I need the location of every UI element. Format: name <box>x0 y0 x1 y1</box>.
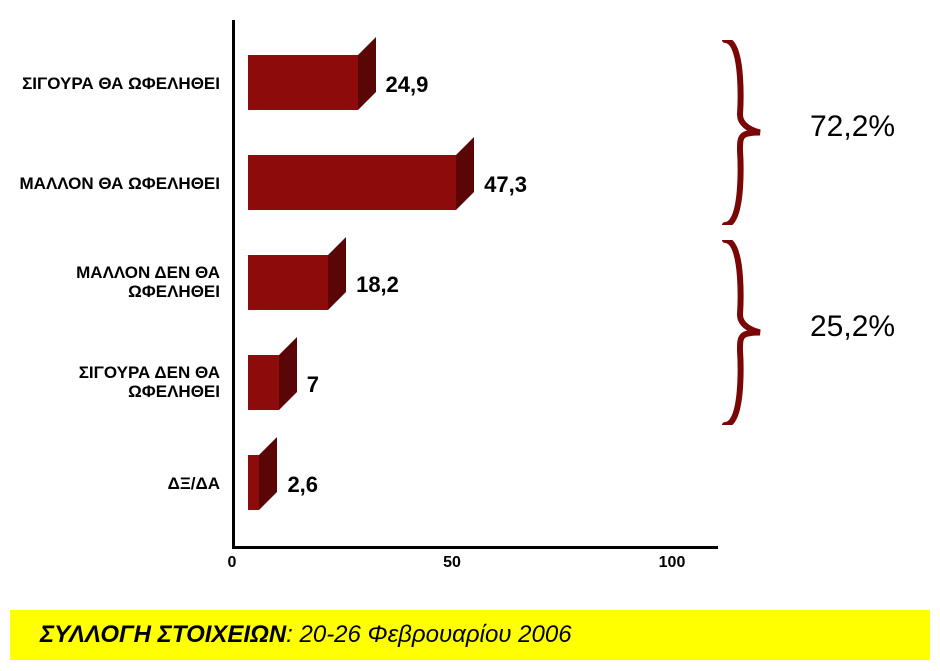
bar-front-face <box>248 55 358 110</box>
bar-front-face <box>248 455 259 510</box>
x-tick-label: 0 <box>212 554 252 572</box>
category-label: ΣΙΓΟΥΡΑ ΔΕΝ ΘΑΩΦΕΛΗΘΕΙ <box>10 363 220 402</box>
footer-banner: ΣΥΛΛΟΓΗ ΣΤΟΙΧΕΙΩΝ: 20-26 Φεβρουαρίου 200… <box>10 610 930 660</box>
x-tick-label: 100 <box>652 554 692 572</box>
x-axis <box>232 546 718 549</box>
bar-side-face <box>456 137 474 210</box>
bar-side-face <box>358 37 376 110</box>
bar-value-label: 2,6 <box>287 472 318 498</box>
chart-stage: ΣΙΓΟΥΡΑ ΘΑ ΩΦΕΛΗΘΕΙ 24,9 ΜΑΛΛΟΝ ΘΑ ΩΦΕΛΗΘΕ… <box>0 0 940 671</box>
footer-text: ΣΥΛΛΟΓΗ ΣΤΟΙΧΕΙΩΝ: 20-26 Φεβρουαρίου 200… <box>40 621 572 649</box>
category-label: ΔΞ/ΔΑ <box>10 474 220 494</box>
footer-rest: : 20-26 Φεβρουαρίου 2006 <box>286 621 571 648</box>
category-label-line1: ΣΙΓΟΥΡΑ ΔΕΝ ΘΑ <box>79 363 220 382</box>
bar-value-label: 18,2 <box>356 272 399 298</box>
bar-side-face <box>279 337 297 410</box>
bar-front-face <box>248 155 456 210</box>
y-axis <box>232 20 235 546</box>
category-label-line1: ΜΑΛΛΟΝ ΔΕΝ ΘΑ <box>76 263 220 282</box>
category-label-line2: ΩΦΕΛΗΘΕΙ <box>128 382 220 401</box>
category-label-line2: ΩΦΕΛΗΘΕΙ <box>128 282 220 301</box>
bar-value-label: 24,9 <box>386 72 429 98</box>
x-tick-label: 50 <box>432 554 472 572</box>
group-brace-icon <box>720 240 780 425</box>
footer-bold: ΣΥΛΛΟΓΗ ΣΤΟΙΧΕΙΩΝ <box>40 621 286 648</box>
category-label: ΜΑΛΛΟΝ ΔΕΝ ΘΑΩΦΕΛΗΘΕΙ <box>10 263 220 302</box>
bar-value-label: 7 <box>307 372 319 398</box>
bar-front-face <box>248 255 328 310</box>
bar <box>248 255 346 328</box>
bar-value-label: 47,3 <box>484 172 527 198</box>
bar-front-face <box>248 355 279 410</box>
category-label: ΣΙΓΟΥΡΑ ΘΑ ΩΦΕΛΗΘΕΙ <box>10 74 220 94</box>
group-percent-label: 25,2% <box>810 310 895 344</box>
bar <box>248 455 277 528</box>
category-label: ΜΑΛΛΟΝ ΘΑ ΩΦΕΛΗΘΕΙ <box>10 174 220 194</box>
group-percent-label: 72,2% <box>810 110 895 144</box>
group-brace-icon <box>720 40 780 225</box>
bar-side-face <box>328 237 346 310</box>
bar <box>248 55 376 128</box>
bar-side-face <box>259 437 277 510</box>
bar <box>248 355 297 428</box>
bar <box>248 155 474 228</box>
